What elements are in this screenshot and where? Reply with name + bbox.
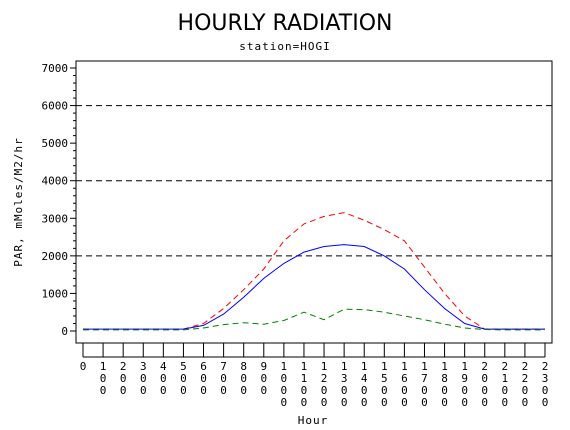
plot-frame xyxy=(75,60,553,344)
y-tick-label: 0 xyxy=(61,325,68,338)
x-axis-label: Hour xyxy=(298,414,329,427)
y-tick-label: 4000 xyxy=(42,175,69,188)
gridlines xyxy=(76,105,552,257)
y-tick-label: 1000 xyxy=(42,287,69,300)
y-tick-label: 6000 xyxy=(42,100,69,113)
chart-subtitle: station=HOGI xyxy=(239,40,330,53)
y-tick-label: 5000 xyxy=(42,137,69,150)
y-axis: 0 1000 2000 3000 4000 5000 6000 7000 xyxy=(42,62,76,338)
series-lines xyxy=(83,212,545,331)
y-tick-label: 3000 xyxy=(42,212,69,225)
y-axis-label: PAR, mMoles/M2/hr xyxy=(12,137,25,267)
x-axis: 0 1 0 0 2 0 0 3 0 0 4 0 0 5 0 0 6 0 0 7 0 0 8 0 0 9 0 0 1 0 0 0 1 1 0 0 1 2 0 0… xyxy=(80,343,549,409)
y-tick-label: 2000 xyxy=(42,250,69,263)
chart-title: HOURLY RADIATION xyxy=(178,11,393,36)
series-line-2 xyxy=(83,308,545,331)
x-tick-label: 0 xyxy=(80,360,87,373)
series-line-0 xyxy=(83,212,545,330)
series-line-1 xyxy=(83,244,545,330)
y-tick-label: 7000 xyxy=(42,62,69,75)
